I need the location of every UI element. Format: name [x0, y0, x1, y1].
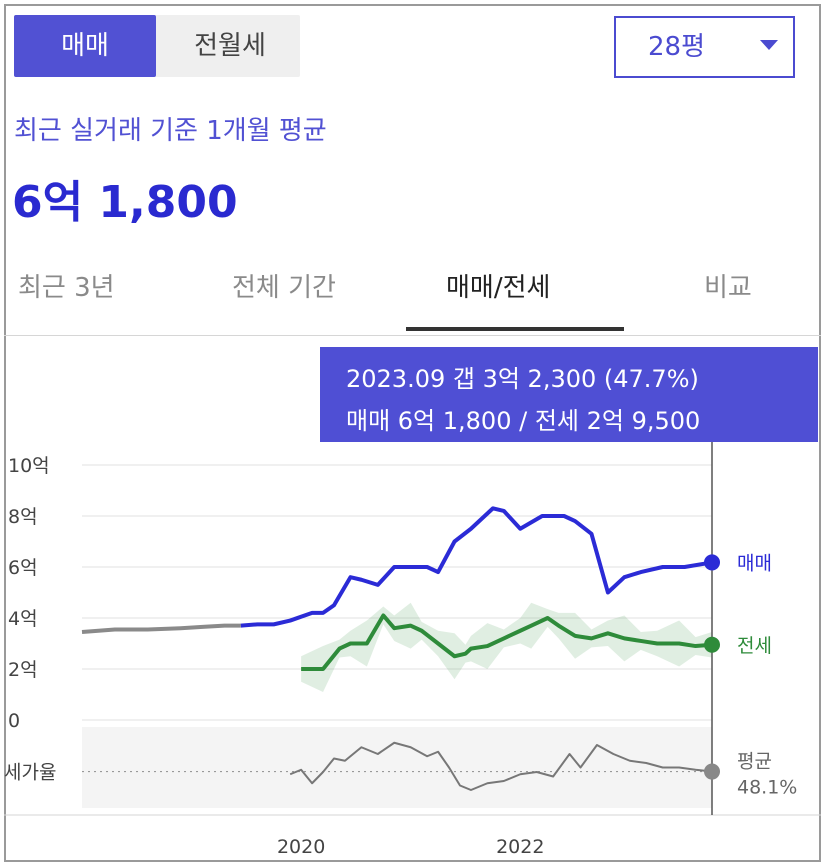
toggle-rent-button[interactable]: 전월세	[194, 31, 266, 61]
ratio-value-label: 48.1%	[737, 777, 797, 799]
area-select[interactable]: 28평	[614, 16, 795, 78]
tab-sale-jeonse[interactable]: 매매/전세	[446, 273, 551, 303]
ratio-axis-label: 세가율	[4, 762, 56, 784]
y-tick-label: 8억	[8, 506, 38, 528]
jeonse-price-line	[301, 613, 713, 671]
area-select-value: 28평	[648, 32, 706, 62]
sale-end-marker	[704, 554, 720, 571]
tabs-divider	[4, 335, 821, 336]
price-basis-label: 최근 실거래 기준 1개월 평균	[14, 116, 327, 146]
y-tick-label: 6억	[8, 557, 38, 579]
chevron-down-icon	[760, 40, 778, 50]
x-tick-label: 2022	[496, 836, 544, 858]
ratio-series-label: 평균	[737, 751, 772, 773]
tooltip-price-line: 매매 6억 1,800 / 전세 2억 9,500	[346, 407, 701, 435]
tooltip-gap-line: 2023.09 갭 3억 2,300 (47.7%)	[346, 365, 699, 393]
average-price: 6억 1,800	[12, 177, 238, 228]
chart-tooltip: 2023.09 갭 3억 2,300 (47.7%) 매매 6억 1,800 /…	[320, 347, 818, 442]
jeonse-end-marker	[704, 636, 720, 653]
active-tab-indicator	[406, 327, 624, 331]
y-tick-label: 10억	[8, 455, 50, 477]
jeonse-ratio-line	[289, 741, 713, 791]
toggle-sale-button[interactable]: 매매	[14, 15, 156, 77]
sale-series-label: 매매	[737, 552, 772, 574]
tab-compare[interactable]: 비교	[704, 273, 752, 303]
sale-history-line	[81, 623, 241, 635]
x-tick-label: 2020	[277, 836, 325, 858]
ratio-panel-background	[82, 727, 712, 808]
tab-all-period[interactable]: 전체 기간	[232, 273, 336, 303]
y-tick-label: 0	[8, 710, 20, 732]
y-tick-label: 2억	[8, 659, 38, 681]
jeonse-range-band	[301, 602, 712, 692]
sale-price-line	[240, 506, 713, 628]
trade-type-toggle: 매매 전월세	[14, 15, 300, 77]
ratio-end-marker	[704, 763, 720, 780]
jeonse-series-label: 전세	[737, 635, 772, 657]
tab-recent-3-years[interactable]: 최근 3년	[18, 273, 115, 303]
period-tabs: 최근 3년 전체 기간 매매/전세 비교	[0, 255, 827, 335]
y-tick-label: 4억	[8, 608, 38, 630]
